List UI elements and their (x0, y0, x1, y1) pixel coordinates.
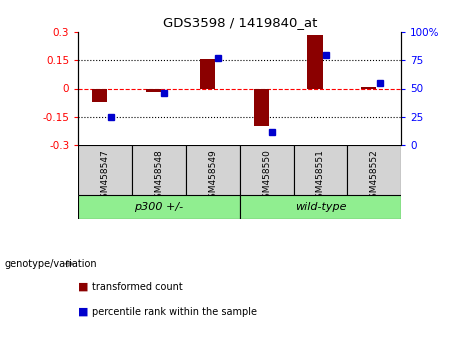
Bar (254, 88, 269, 126)
Bar (347, 145, 401, 195)
Text: GSM458551: GSM458551 (316, 149, 325, 204)
Text: transformed count: transformed count (92, 282, 183, 292)
Bar (132, 145, 186, 195)
Bar (92, 88, 107, 102)
Bar (307, 35, 323, 88)
Text: genotype/variation: genotype/variation (5, 259, 97, 269)
Bar (240, 195, 401, 219)
Text: GSM458550: GSM458550 (262, 149, 271, 204)
Text: wild-type: wild-type (295, 202, 346, 212)
Title: GDS3598 / 1419840_at: GDS3598 / 1419840_at (163, 16, 317, 29)
Text: GSM458548: GSM458548 (154, 149, 164, 204)
Text: ■: ■ (78, 307, 89, 316)
Bar (78, 145, 132, 195)
Bar (186, 145, 240, 195)
Bar (240, 145, 294, 195)
Bar (78, 195, 240, 219)
Bar (146, 88, 161, 92)
Bar (200, 59, 215, 88)
Text: p300 +/-: p300 +/- (135, 202, 183, 212)
Text: ■: ■ (78, 282, 89, 292)
Text: GSM458547: GSM458547 (101, 149, 110, 204)
Bar (361, 87, 376, 88)
Text: GSM458552: GSM458552 (370, 149, 378, 204)
Bar (294, 145, 347, 195)
Text: percentile rank within the sample: percentile rank within the sample (92, 307, 257, 316)
Text: GSM458549: GSM458549 (208, 149, 217, 204)
